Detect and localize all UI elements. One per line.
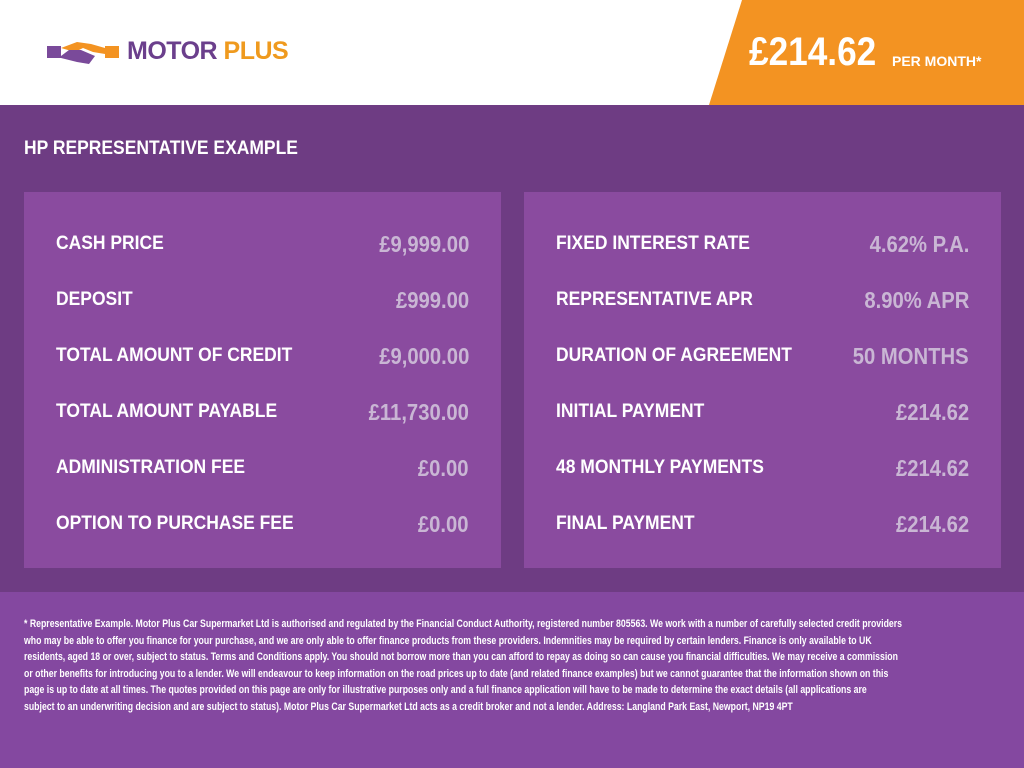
finance-row: FIXED INTEREST RATE 4.62% P.A. <box>556 229 969 259</box>
finance-value: £9,000.00 <box>378 342 469 369</box>
finance-row: OPTION TO PURCHASE FEE £0.00 <box>56 509 469 539</box>
right-panel: FIXED INTEREST RATE 4.62% P.A. REPRESENTAT… <box>524 192 1001 568</box>
brand-name-part2: PLUS <box>223 37 289 65</box>
brand-name-part1: MOTOR <box>127 37 218 65</box>
finance-label: TOTAL AMOUNT OF CREDIT <box>56 345 293 366</box>
page-title: HP REPRESENTATIVE EXAMPLE <box>24 138 298 159</box>
finance-row: DEPOSIT £999.00 <box>56 285 469 315</box>
monthly-price: £214.62 <box>749 30 877 74</box>
monthly-price-box: £214.62 PER MONTH* <box>709 0 1024 105</box>
finance-label: DEPOSIT <box>56 289 133 310</box>
disclaimer-line: * Representative Example. Motor Plus Car… <box>24 618 903 630</box>
per-month-label: PER MONTH* <box>892 53 982 69</box>
finance-label: REPRESENTATIVE APR <box>556 289 753 310</box>
logo[interactable]: MOTOR PLUS <box>47 37 289 66</box>
finance-row: CASH PRICE £9,999.00 <box>56 229 469 259</box>
finance-label: OPTION TO PURCHASE FEE <box>56 513 294 534</box>
finance-value: £214.62 <box>895 454 969 481</box>
disclaimer-line: subject to an underwriting decision and … <box>24 700 793 713</box>
finance-value: £0.00 <box>418 454 469 481</box>
finance-value: £9,999.00 <box>378 230 469 257</box>
header: MOTOR PLUS £214.62 PER MONTH* <box>0 0 1024 105</box>
left-panel: CASH PRICE £9,999.00 DEPOSIT £999.00 TOTAL A… <box>24 192 501 568</box>
finance-value: £214.62 <box>895 398 969 425</box>
finance-value: 50 MONTHS <box>853 342 969 369</box>
finance-row: 48 MONTHLY PAYMENTS £214.62 <box>556 453 969 483</box>
finance-value: £214.62 <box>895 510 969 537</box>
finance-label: TOTAL AMOUNT PAYABLE <box>56 401 278 422</box>
finance-label: DURATION OF AGREEMENT <box>556 345 792 366</box>
finance-value: £0.00 <box>418 510 469 537</box>
finance-label: FINAL PAYMENT <box>556 513 695 534</box>
handshake-icon <box>47 41 119 64</box>
finance-label: FIXED INTEREST RATE <box>556 233 750 254</box>
footer: * Representative Example. Motor Plus Car… <box>0 592 1024 768</box>
finance-row: FINAL PAYMENT £214.62 <box>556 509 969 539</box>
brand-name: MOTOR PLUS <box>127 37 289 66</box>
disclaimer-line: who may be able to offer you finance for… <box>24 634 872 647</box>
finance-value: 8.90% APR <box>864 286 969 313</box>
disclaimer: * Representative Example. Motor Plus Car… <box>24 616 902 716</box>
finance-label: 48 MONTHLY PAYMENTS <box>556 457 764 478</box>
finance-label: CASH PRICE <box>56 233 164 254</box>
finance-row: TOTAL AMOUNT OF CREDIT £9,000.00 <box>56 341 469 371</box>
finance-row: DURATION OF AGREEMENT 50 MONTHS <box>556 341 969 371</box>
disclaimer-line: or other benefits for introducing you to… <box>24 667 889 680</box>
disclaimer-line: page is up to date at all times. The quo… <box>24 684 867 697</box>
finance-value: £11,730.00 <box>368 398 469 425</box>
finance-row: REPRESENTATIVE APR 8.90% APR <box>556 285 969 315</box>
finance-label: INITIAL PAYMENT <box>556 401 705 422</box>
finance-value: £999.00 <box>395 286 469 313</box>
disclaimer-line: residents, aged 18 or over, subject to s… <box>24 651 898 664</box>
finance-label: ADMINISTRATION FEE <box>56 457 246 478</box>
finance-row: ADMINISTRATION FEE £0.00 <box>56 453 469 483</box>
finance-row: INITIAL PAYMENT £214.62 <box>556 397 969 427</box>
finance-row: TOTAL AMOUNT PAYABLE £11,730.00 <box>56 397 469 427</box>
finance-value: 4.62% P.A. <box>869 230 969 257</box>
